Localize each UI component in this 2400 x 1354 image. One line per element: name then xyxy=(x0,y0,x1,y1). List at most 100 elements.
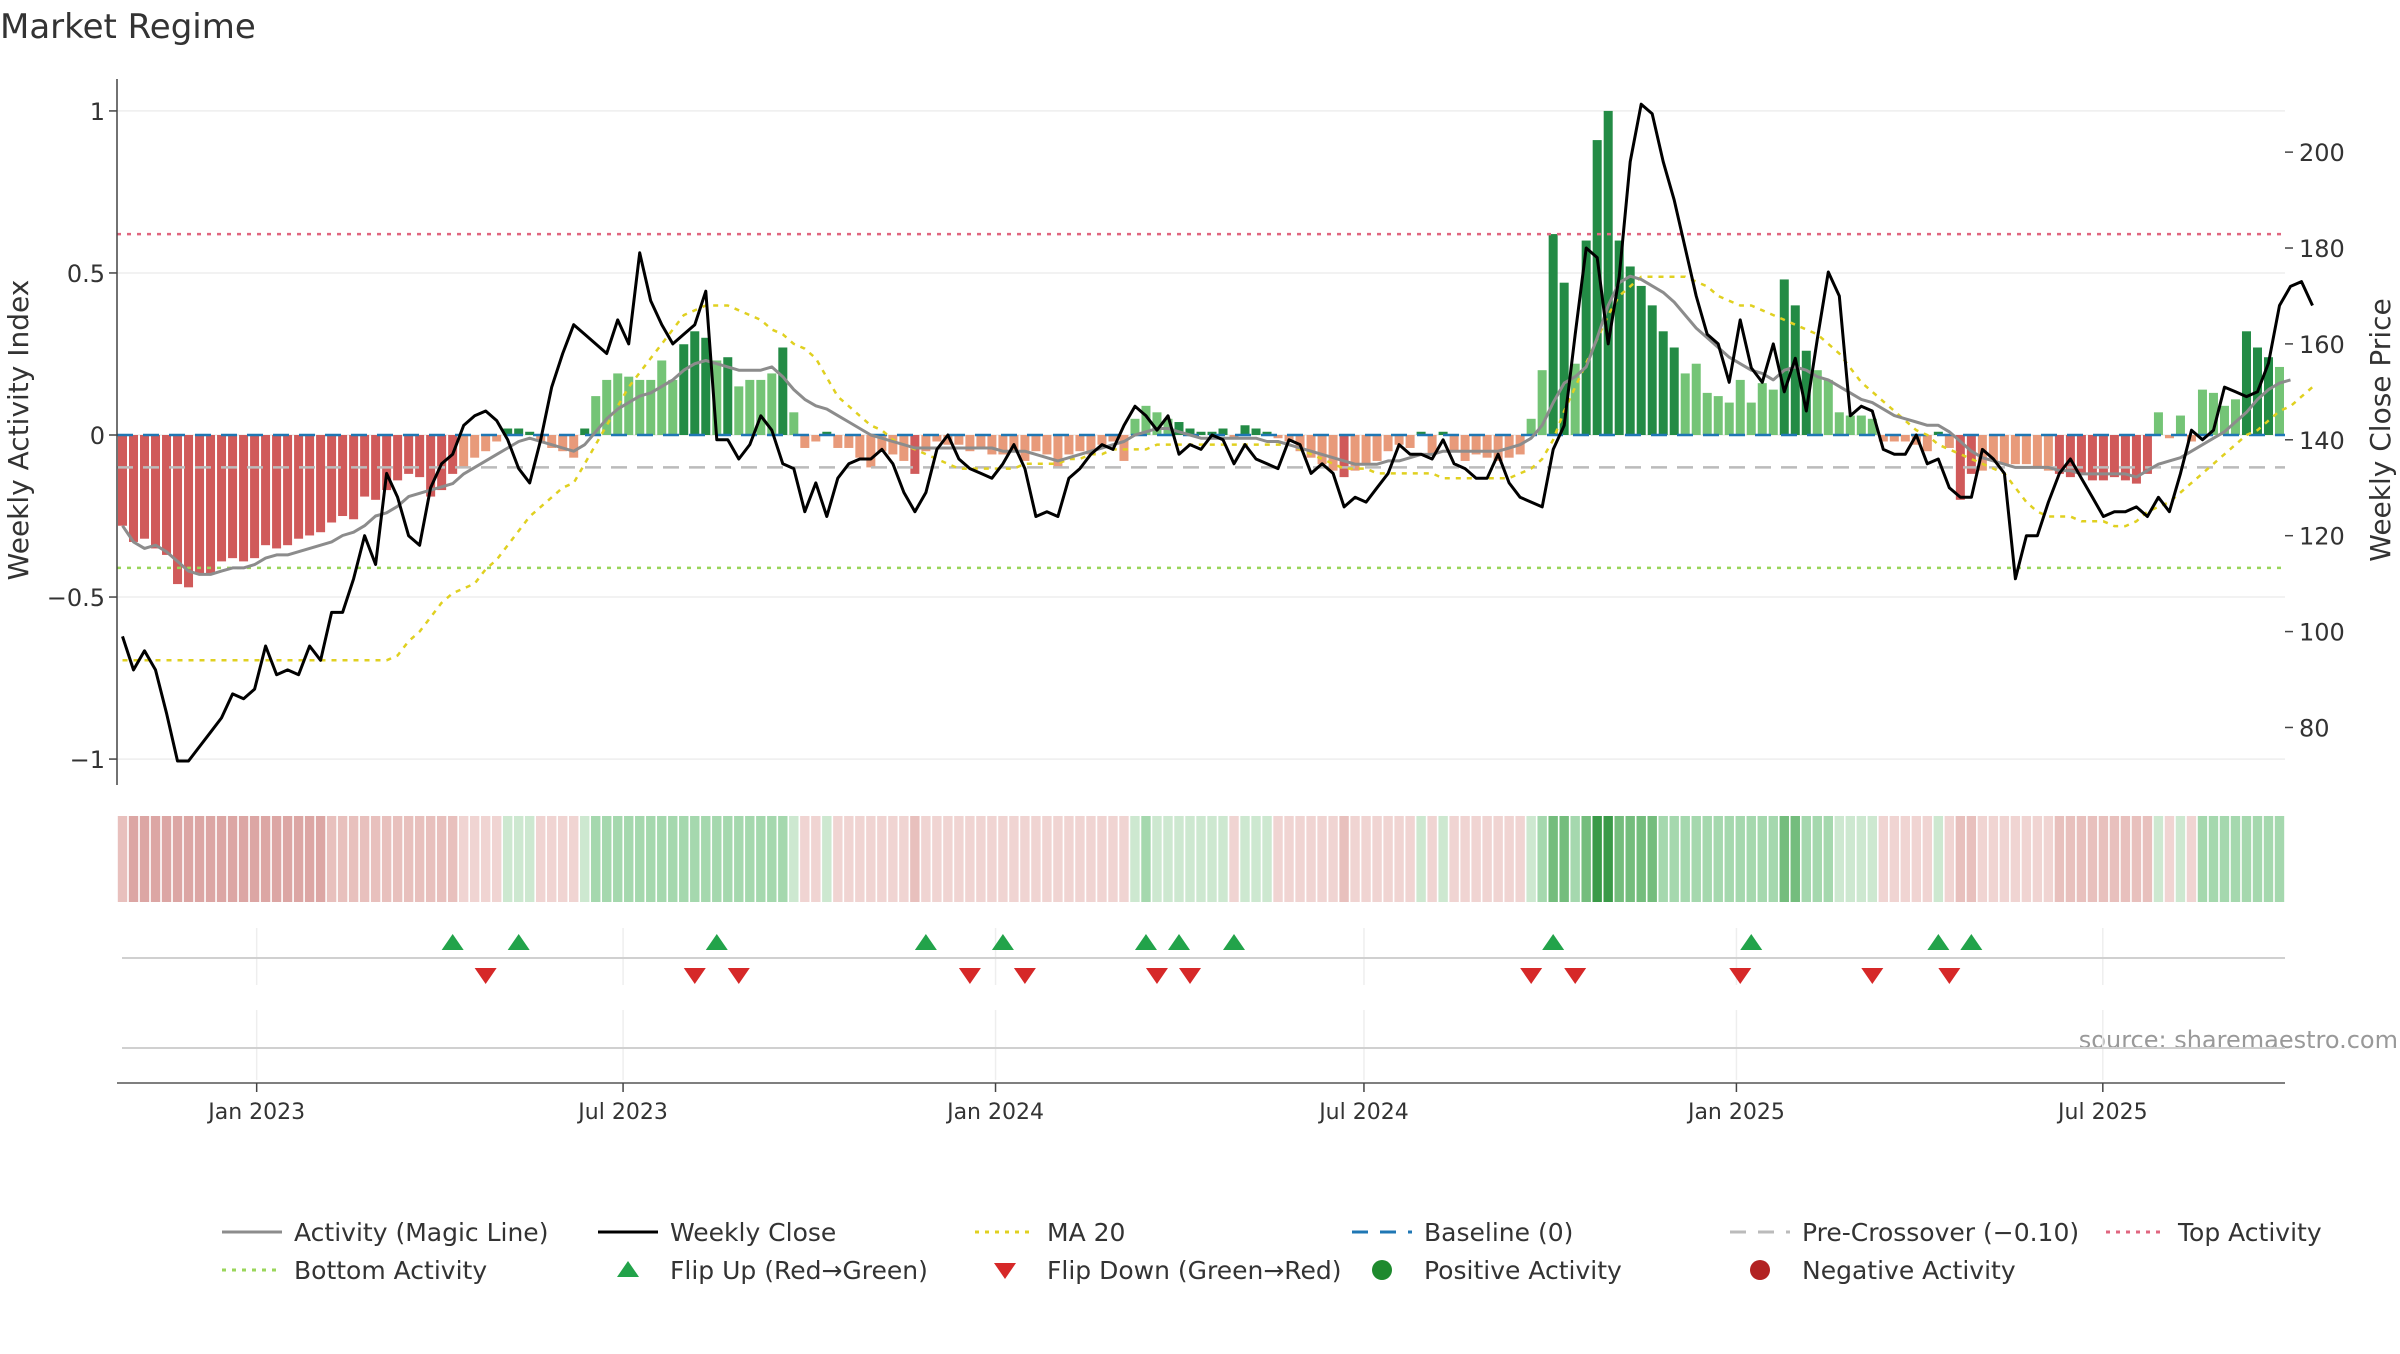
regime-strip-cell xyxy=(690,816,700,902)
regime-strip-cell xyxy=(602,816,612,902)
regime-strip-cell xyxy=(1581,816,1591,902)
regime-strip-cell xyxy=(866,816,876,902)
flip-down-marker xyxy=(727,968,750,984)
regime-strip-cell xyxy=(469,816,480,902)
regime-strip-cell xyxy=(635,816,645,902)
regime-strip-cell xyxy=(1273,816,1283,902)
regime-strip-cell xyxy=(238,816,249,902)
regime-strip-cell xyxy=(414,816,425,902)
activity-bar xyxy=(888,435,898,455)
flip-down-marker xyxy=(1861,968,1884,984)
activity-bar xyxy=(1834,412,1844,435)
regime-strip-cell xyxy=(1768,816,1778,902)
activity-bar xyxy=(1427,435,1437,455)
regime-strip-cell xyxy=(2021,816,2032,902)
regime-strip-cell xyxy=(326,816,337,902)
y2-tick-label: 160 xyxy=(2299,331,2345,359)
regime-strip-cell xyxy=(1460,816,1470,902)
regime-strip-cell xyxy=(1955,816,1966,902)
regime-strip-cell xyxy=(1658,816,1668,902)
regime-strip-cell xyxy=(1207,816,1217,902)
regime-strip-cell xyxy=(1295,816,1305,902)
y2-tick-label: 180 xyxy=(2299,235,2345,263)
regime-strip-cell xyxy=(480,816,491,902)
regime-strip-cell xyxy=(1317,816,1327,902)
legend-swatch xyxy=(1750,1260,1770,1280)
activity-bar xyxy=(2076,435,2086,474)
activity-bar xyxy=(998,435,1008,455)
regime-strip-cell xyxy=(1977,816,1988,902)
regime-strip-cell xyxy=(965,816,975,902)
regime-strip-cell xyxy=(2076,816,2087,902)
regime-strip-cell xyxy=(447,816,458,902)
activity-bar xyxy=(1361,435,1371,465)
regime-strip-cell xyxy=(1834,816,1844,902)
activity-bar xyxy=(1757,383,1767,435)
regime-strip-cell xyxy=(1394,816,1404,902)
activity-bar xyxy=(459,435,469,468)
activity-bar xyxy=(217,435,227,562)
activity-bar xyxy=(547,435,557,448)
weekly-close-line xyxy=(121,102,2314,763)
regime-strip-cell xyxy=(2186,816,2197,902)
flip-down-marker xyxy=(683,968,706,984)
activity-bar xyxy=(2032,435,2042,468)
activity-bar xyxy=(1537,370,1547,435)
activity-bar xyxy=(910,435,920,474)
activity-bar xyxy=(1328,435,1338,471)
activity-bar xyxy=(338,435,348,517)
regime-strip-cell xyxy=(216,816,227,902)
regime-strip-cell xyxy=(1493,816,1503,902)
activity-bar xyxy=(591,396,601,435)
regime-strip-cell xyxy=(194,816,205,902)
activity-bar xyxy=(1713,396,1723,435)
activity-bar xyxy=(811,435,821,442)
regime-strip-cell xyxy=(403,816,414,902)
regime-strip-cell xyxy=(1603,816,1613,902)
regime-strip-cell xyxy=(1669,816,1679,902)
regime-strip-cell xyxy=(1405,816,1415,902)
regime-strip-cell xyxy=(2197,816,2208,902)
activity-bar xyxy=(1988,435,1998,461)
activity-bar xyxy=(1064,435,1074,455)
regime-strip-cell xyxy=(558,816,568,902)
activity-bar xyxy=(415,435,425,478)
activity-bar xyxy=(635,379,645,435)
activity-bar xyxy=(349,435,359,520)
x-tick-label: Jan 2024 xyxy=(945,1100,1044,1125)
activity-bar xyxy=(206,435,216,575)
activity-bar xyxy=(778,347,788,435)
activity-bar xyxy=(360,435,370,497)
regime-strip-cell xyxy=(613,816,623,902)
regime-strip-cell xyxy=(1471,816,1481,902)
activity-bar xyxy=(1438,431,1448,435)
activity-bar xyxy=(1614,240,1624,435)
activity-bar xyxy=(305,435,315,536)
regime-strip-cell xyxy=(2219,816,2230,902)
regime-strip-cell xyxy=(1790,816,1800,902)
activity-bar xyxy=(1658,331,1668,435)
regime-strip-cell xyxy=(348,816,359,902)
activity-bar xyxy=(2153,412,2163,435)
activity-bar xyxy=(2065,435,2075,478)
activity-bar xyxy=(1196,431,1206,435)
regime-strip-cell xyxy=(2175,816,2186,902)
regime-strip-cell xyxy=(2274,816,2285,902)
regime-strip-cell xyxy=(679,816,689,902)
regime-strip-cell xyxy=(425,816,436,902)
activity-bar xyxy=(1174,422,1184,435)
activity-bar xyxy=(261,435,271,546)
activity-bar xyxy=(833,435,843,448)
activity-bar xyxy=(1801,350,1811,435)
regime-strip-cell xyxy=(535,816,546,902)
activity-bar xyxy=(371,435,381,500)
regime-strip-cell xyxy=(1174,816,1184,902)
activity-bar xyxy=(404,435,414,474)
regime-strip-cell xyxy=(1900,816,1911,902)
regime-strip-cell xyxy=(1031,816,1041,902)
activity-bar xyxy=(987,435,997,455)
activity-bar xyxy=(976,435,986,448)
regime-strip-cell xyxy=(1889,816,1900,902)
regime-strip-layer xyxy=(117,816,2285,902)
